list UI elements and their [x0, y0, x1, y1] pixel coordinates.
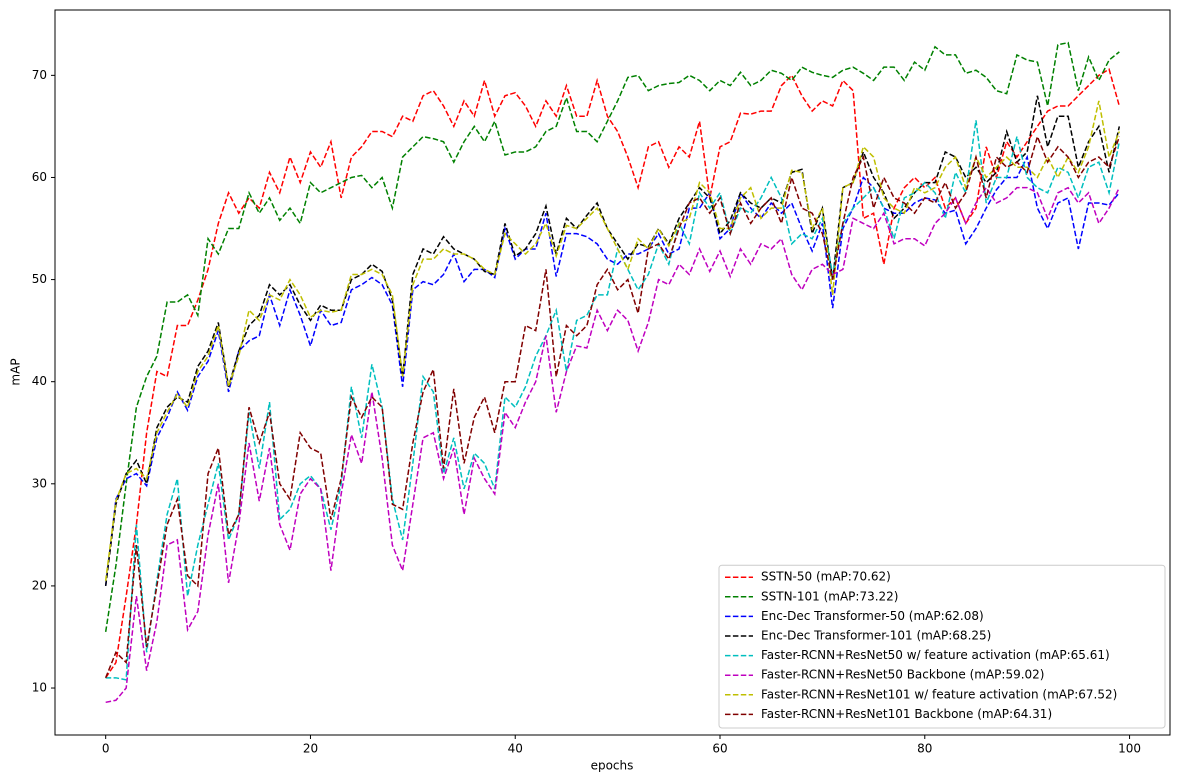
- legend-box: [718, 564, 1166, 729]
- series-line: [104, 134, 1121, 679]
- legend-label: SSTN-101 (mAP:73.22): [761, 589, 898, 603]
- legend-label: Enc-Dec Transformer-101 (mAP:68.25): [761, 629, 991, 643]
- series-line: [104, 154, 1120, 587]
- legend-label: Faster-RCNN+ResNet101 Backbone (mAP:64.3…: [761, 707, 1052, 721]
- x-tick-label: 80: [917, 742, 932, 756]
- legend-label: Faster-RCNN+ResNet50 w/ feature activati…: [761, 648, 1110, 662]
- y-tick-label: 20: [32, 578, 47, 592]
- legend-label: SSTN-50 (mAP:70.62): [761, 570, 891, 584]
- x-axis-label: epochs: [591, 759, 634, 773]
- series-line: [104, 95, 1121, 587]
- legend: SSTN-50 (mAP:70.62) SSTN-101 (mAP:73.22) E…: [718, 564, 1166, 729]
- x-tick-label: 60: [712, 742, 727, 756]
- series-line: [105, 120, 1121, 681]
- legend-label: Enc-Dec Transformer-50 (mAP:62.08): [761, 609, 984, 623]
- plot-frame: [54, 9, 1171, 736]
- series-line: [104, 100, 1121, 581]
- x-tick-label: 40: [508, 742, 523, 756]
- legend-label: Faster-RCNN+ResNet50 Backbone (mAP:59.02…: [761, 668, 1045, 682]
- y-tick-label: 50: [32, 272, 47, 286]
- legend-label: Faster-RCNN+ResNet101 w/ feature activat…: [761, 687, 1117, 701]
- y-tick-label: 70: [32, 68, 47, 82]
- y-tick-label: 10: [32, 681, 47, 695]
- series-line: [104, 41, 1120, 632]
- y-tick-label: 40: [32, 374, 47, 388]
- x-tick-label: 100: [1118, 742, 1141, 756]
- y-tick-label: 30: [32, 476, 47, 490]
- series-line: [105, 68, 1121, 679]
- x-tick-label: 20: [303, 742, 318, 756]
- y-tick-label: 60: [32, 170, 47, 184]
- y-axis-label: mAP: [9, 358, 23, 385]
- x-tick-label: 0: [102, 742, 110, 756]
- series-line: [105, 186, 1120, 704]
